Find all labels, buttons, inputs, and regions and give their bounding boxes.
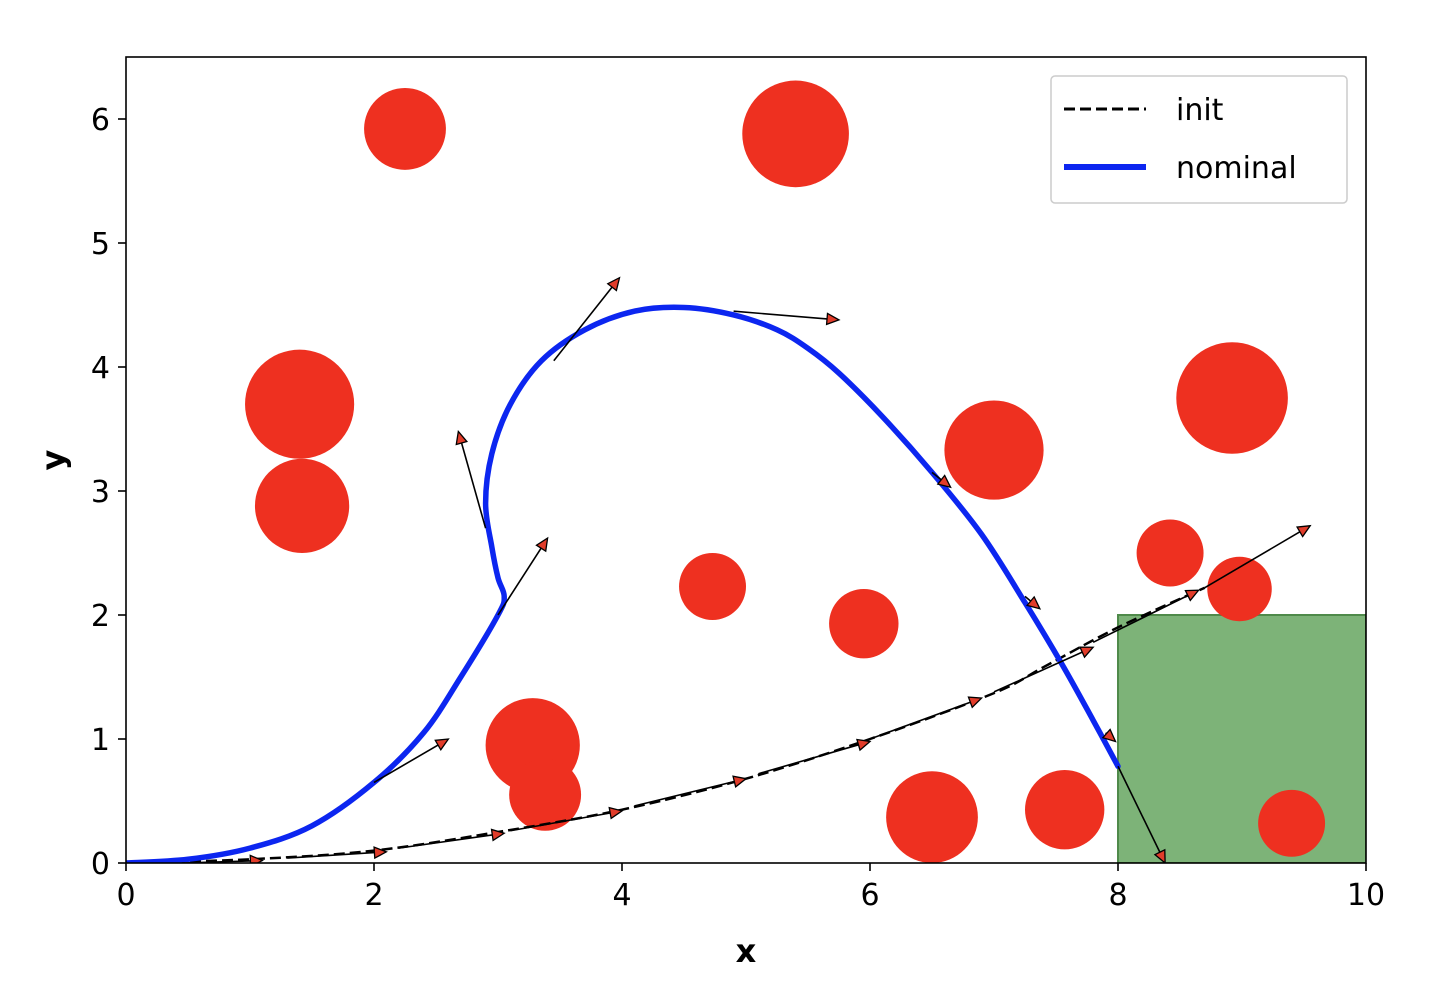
obstacle-3 [245, 349, 355, 459]
obstacle-13 [1207, 556, 1272, 622]
arrow-2 [287, 846, 388, 860]
arrow-shaft [758, 744, 859, 775]
legend-box [1050, 75, 1348, 204]
obstacle-layer [245, 80, 1326, 863]
arrow-head [535, 536, 549, 553]
arrow-shaft [733, 310, 828, 320]
arrow-head [1025, 595, 1042, 610]
arrow-head [373, 846, 388, 860]
y-tick-label: 0 [91, 847, 110, 882]
arrow-shaft [287, 851, 375, 859]
legend-label-nominal: nominal [1176, 151, 1297, 186]
goal-region-layer [1117, 614, 1366, 863]
x-axis-label: x [736, 932, 757, 970]
arrow-shaft [373, 744, 439, 784]
arrow-head [1101, 728, 1117, 743]
arrow-11 [373, 738, 450, 784]
obstacle-2 [742, 80, 849, 188]
x-tick-label: 10 [1347, 878, 1385, 913]
x-axis-ticks: 0 2 4 6 8 10 [116, 863, 1385, 913]
y-axis-label: y [34, 449, 72, 470]
arrow-head [856, 738, 872, 752]
arrow-3 [398, 828, 506, 849]
arrow-12 [497, 536, 549, 616]
obstacle-4 [254, 458, 350, 553]
arrow-head [1153, 848, 1166, 863]
arrow-shaft [1092, 594, 1189, 643]
arrow-14 [553, 276, 621, 362]
legend: init nominal [1050, 75, 1348, 204]
arrow-shaft [1204, 531, 1301, 589]
arrow-shaft [634, 780, 735, 807]
arrow-head [490, 828, 506, 842]
x-tick-label: 8 [1108, 878, 1127, 913]
series-line-nominal [126, 304, 1121, 863]
legend-label-init: init [1176, 93, 1224, 128]
arrow-13 [455, 429, 487, 529]
arrow-shaft [398, 834, 493, 849]
arrow-shaft [460, 442, 487, 529]
arrow-10 [1204, 524, 1312, 589]
arrow-head [249, 854, 264, 863]
arrow-16 [931, 471, 952, 489]
y-tick-label: 5 [91, 227, 110, 262]
axes-frame [125, 56, 1367, 864]
arrow-shaft [497, 547, 542, 616]
arrow-9 [1092, 589, 1200, 643]
x-tick-label: 0 [116, 878, 135, 913]
arrow-shaft [553, 286, 613, 362]
obstacle-6 [829, 588, 899, 659]
obstacle-15 [1258, 789, 1326, 857]
arrow-18 [1101, 728, 1117, 743]
arrow-shaft [510, 812, 611, 832]
y-tick-label: 2 [91, 599, 110, 634]
obstacle-9 [509, 758, 582, 831]
arrow-head [608, 806, 624, 820]
arrow-17 [1024, 595, 1042, 610]
arrow-head [1295, 524, 1312, 538]
x-tick-label: 4 [612, 878, 631, 913]
plot-area [126, 80, 1366, 863]
goal-region [1117, 614, 1366, 863]
obstacle-11 [1025, 770, 1105, 850]
x-tick-label: 6 [860, 878, 879, 913]
arrow-head [825, 312, 841, 326]
obstacle-12 [1136, 519, 1204, 587]
obstacle-1 [364, 88, 446, 170]
arrow-shaft [931, 471, 942, 481]
arrow-layer [181, 276, 1312, 863]
arrow-19 [1117, 765, 1166, 863]
y-tick-label: 1 [91, 723, 110, 758]
arrow-head [455, 429, 469, 446]
arrow-head [434, 738, 450, 752]
obstacle-10 [886, 771, 978, 863]
arrow-head [1078, 646, 1095, 659]
y-tick-label: 4 [91, 351, 110, 386]
arrow-shaft [869, 701, 971, 740]
obstacle-14 [1176, 342, 1288, 454]
arrow-head [936, 474, 952, 489]
arrow-shaft [993, 651, 1083, 693]
arrow-head [732, 775, 748, 789]
arrow-4 [510, 806, 624, 832]
x-tick-label: 2 [364, 878, 383, 913]
arrow-7 [869, 696, 984, 740]
arrow-8 [993, 646, 1095, 693]
y-tick-label: 3 [91, 475, 110, 510]
arrow-head [967, 696, 984, 709]
obstacle-5 [679, 553, 747, 620]
arrow-head [1184, 589, 1200, 602]
arrow-head [606, 276, 621, 292]
arrow-shaft [1024, 595, 1032, 602]
arrow-6 [758, 738, 872, 775]
arrow-5 [634, 775, 748, 807]
y-tick-label: 6 [91, 103, 110, 138]
arrow-15 [733, 310, 841, 326]
obstacle-7 [944, 400, 1044, 500]
y-axis-ticks: 0 1 2 3 4 5 6 [91, 103, 126, 882]
arrow-shaft [1117, 765, 1161, 853]
